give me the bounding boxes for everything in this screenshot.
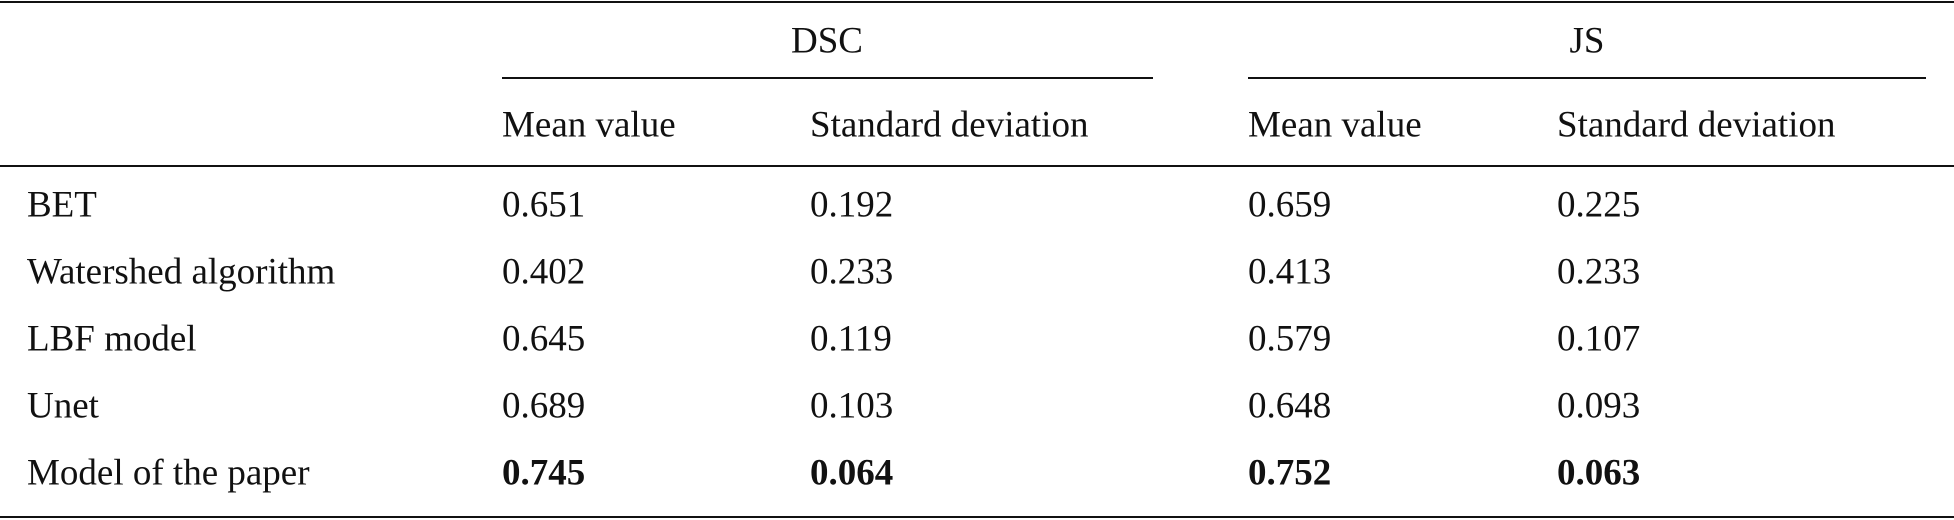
row-label: BET [27, 184, 97, 225]
cell: 0.192 [810, 184, 893, 225]
row-label: Model of the paper [27, 452, 310, 493]
row-label: Watershed algorithm [27, 251, 336, 292]
cell: 0.659 [1248, 184, 1331, 225]
cell: 0.413 [1248, 251, 1331, 292]
cell: 0.119 [810, 318, 892, 359]
cell: 0.225 [1557, 184, 1640, 225]
cell: 0.402 [502, 251, 585, 292]
cell: 0.648 [1248, 385, 1331, 426]
group-header: DSC [791, 20, 863, 61]
cell: 0.103 [810, 385, 893, 426]
cell: 0.689 [502, 385, 585, 426]
cell: 0.645 [502, 318, 585, 359]
column-header: Mean value [502, 104, 676, 145]
cell: 0.745 [502, 452, 585, 493]
cell: 0.093 [1557, 385, 1640, 426]
cell: 0.107 [1557, 318, 1640, 359]
cell: 0.063 [1557, 452, 1640, 493]
cell: 0.651 [502, 184, 585, 225]
cell: 0.233 [810, 251, 893, 292]
cell: 0.064 [810, 452, 893, 493]
column-header: Standard deviation [1557, 104, 1835, 145]
cell: 0.752 [1248, 452, 1331, 493]
group-header: JS [1570, 20, 1605, 61]
row-label: LBF model [27, 318, 197, 359]
column-header: Standard deviation [810, 104, 1088, 145]
column-header: Mean value [1248, 104, 1422, 145]
cell: 0.579 [1248, 318, 1331, 359]
row-label: Unet [27, 385, 100, 426]
cell: 0.233 [1557, 251, 1640, 292]
